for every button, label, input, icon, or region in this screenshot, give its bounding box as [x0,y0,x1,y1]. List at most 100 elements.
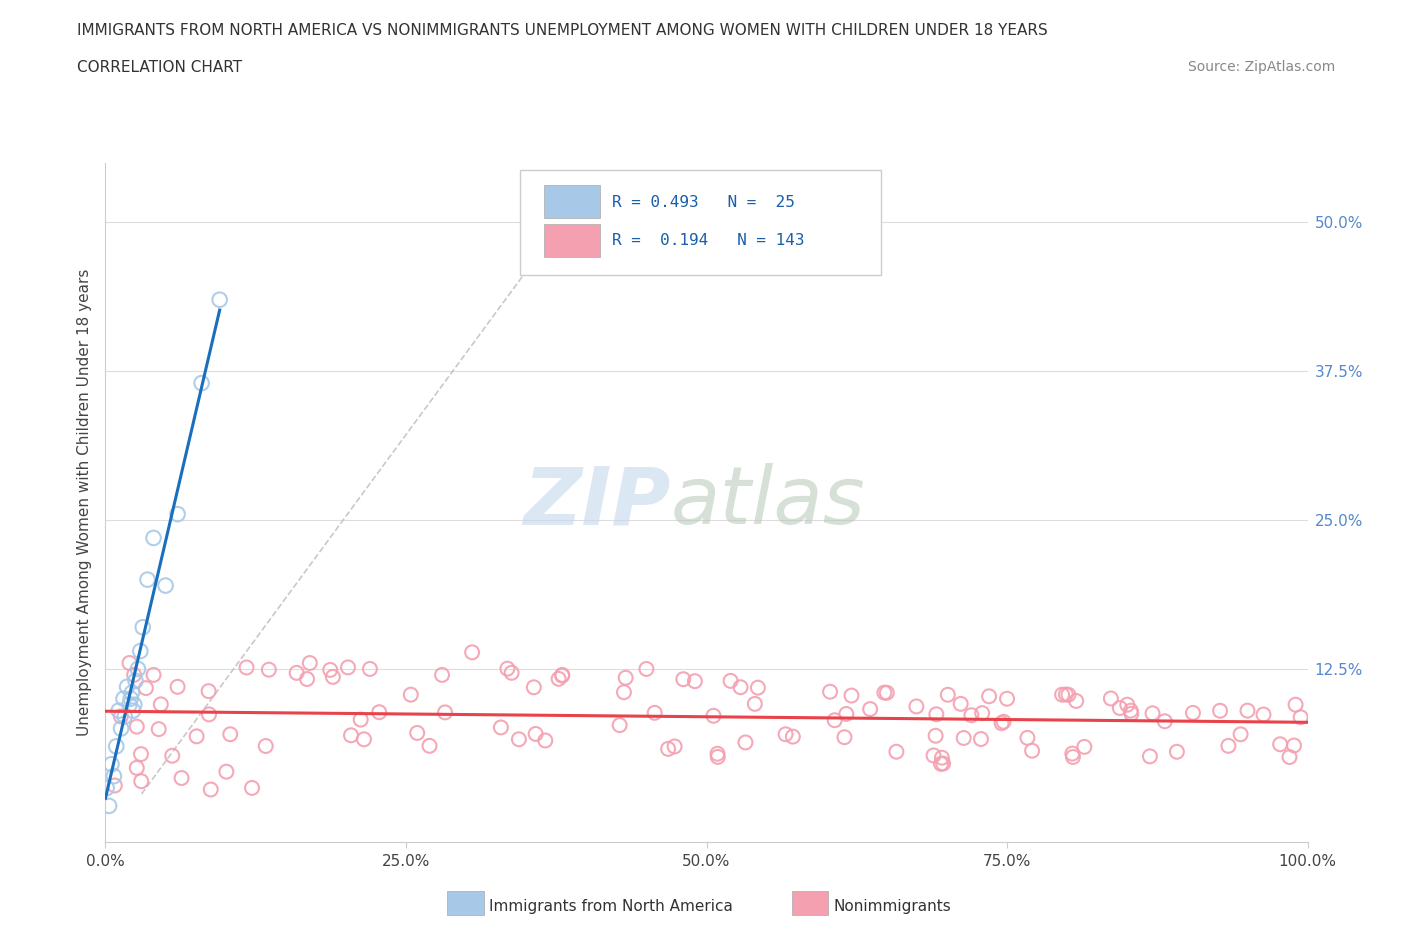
Point [706,746,728,761]
Point [1054,687,1077,702]
Point [949,697,972,711]
Point [359,661,381,676]
Point [103,769,125,784]
Point [922,748,945,763]
Point [166,507,188,522]
Point [166,680,188,695]
Point [834,730,856,745]
Point [142,530,165,545]
Point [1121,706,1143,721]
Point [461,644,484,659]
Point [995,691,1018,706]
FancyBboxPatch shape [544,185,599,219]
Point [747,680,769,695]
Point [929,756,952,771]
Point [993,714,1015,729]
Point [110,721,132,736]
Point [1057,687,1080,702]
Point [905,699,928,714]
Point [841,688,863,703]
Point [215,764,238,779]
Point [399,687,422,702]
Point [730,680,752,695]
Point [644,705,666,720]
Point [859,701,882,716]
Point [135,681,157,696]
Point [1062,750,1084,764]
Point [107,703,129,718]
Point [657,741,679,756]
Point [936,687,959,702]
Point [136,572,159,587]
Y-axis label: Unemployment Among Women with Children Under 18 years: Unemployment Among Women with Children U… [77,269,93,736]
Point [120,691,142,706]
Point [98,799,121,814]
Point [200,782,222,797]
Point [155,578,177,593]
Point [430,668,453,683]
Text: Immigrants from North America: Immigrants from North America [489,899,733,914]
Point [124,698,146,712]
Point [298,656,321,671]
Point [924,728,946,743]
Point [148,722,170,737]
Point [1050,687,1073,702]
Point [322,670,344,684]
Point [1153,714,1175,729]
Point [190,376,212,391]
Point [127,661,149,676]
Point [350,712,373,727]
Point [337,660,360,675]
Point [508,732,530,747]
Point [664,739,686,754]
Point [876,685,898,700]
Point [125,719,148,734]
Point [501,665,523,680]
Point [149,697,172,711]
Point [132,619,155,634]
Point [720,673,742,688]
Point [1181,706,1204,721]
Point [489,720,512,735]
Point [496,661,519,676]
Point [100,757,122,772]
Point [873,685,896,700]
Point [340,728,363,743]
Point [170,771,193,786]
Point [523,680,546,695]
Text: Source: ZipAtlas.com: Source: ZipAtlas.com [1188,60,1336,74]
Point [931,751,953,765]
FancyBboxPatch shape [520,169,880,274]
Point [124,673,146,688]
Point [534,733,557,748]
Point [434,705,457,720]
FancyBboxPatch shape [544,224,599,257]
Point [1278,750,1301,764]
Text: R = 0.493   N =  25: R = 0.493 N = 25 [612,194,794,209]
Point [1116,698,1139,712]
Point [235,660,257,675]
Point [96,780,118,795]
Point [683,673,706,688]
Point [285,666,308,681]
Point [257,662,280,677]
Point [636,661,658,676]
Point [406,725,429,740]
Point [142,668,165,683]
Point [1289,710,1312,724]
Point [775,727,797,742]
Text: Nonimmigrants: Nonimmigrants [834,899,952,914]
Point [835,707,858,722]
Point [977,689,1000,704]
Point [319,662,342,677]
Point [1282,738,1305,753]
Point [1064,694,1087,709]
Point [129,747,152,762]
Point [122,668,145,683]
Point [613,684,636,699]
Point [972,706,994,721]
Point [115,680,138,695]
Point [112,691,135,706]
Text: atlas: atlas [671,463,865,541]
Point [353,732,375,747]
